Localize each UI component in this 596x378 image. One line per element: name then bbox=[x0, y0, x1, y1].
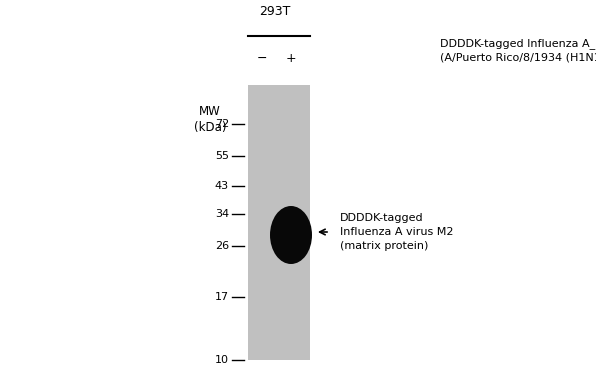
Text: 72: 72 bbox=[215, 119, 229, 129]
Text: 55: 55 bbox=[215, 152, 229, 161]
Text: 34: 34 bbox=[215, 209, 229, 219]
Text: +: + bbox=[285, 52, 296, 65]
Text: 17: 17 bbox=[215, 291, 229, 302]
Text: DDDDK-tagged
Influenza A virus M2
(matrix protein): DDDDK-tagged Influenza A virus M2 (matri… bbox=[340, 213, 454, 251]
Bar bbox=[248, 85, 310, 360]
Ellipse shape bbox=[270, 206, 312, 264]
Text: −: − bbox=[257, 52, 267, 65]
Text: 293T: 293T bbox=[259, 5, 291, 18]
Text: DDDDK-tagged Influenza A_M2
(A/Puerto Rico/8/1934 (H1N1)): DDDDK-tagged Influenza A_M2 (A/Puerto Ri… bbox=[440, 38, 596, 63]
Text: 43: 43 bbox=[215, 181, 229, 191]
Text: 10: 10 bbox=[215, 355, 229, 365]
Text: MW
(kDa): MW (kDa) bbox=[194, 105, 226, 134]
Text: 26: 26 bbox=[215, 241, 229, 251]
